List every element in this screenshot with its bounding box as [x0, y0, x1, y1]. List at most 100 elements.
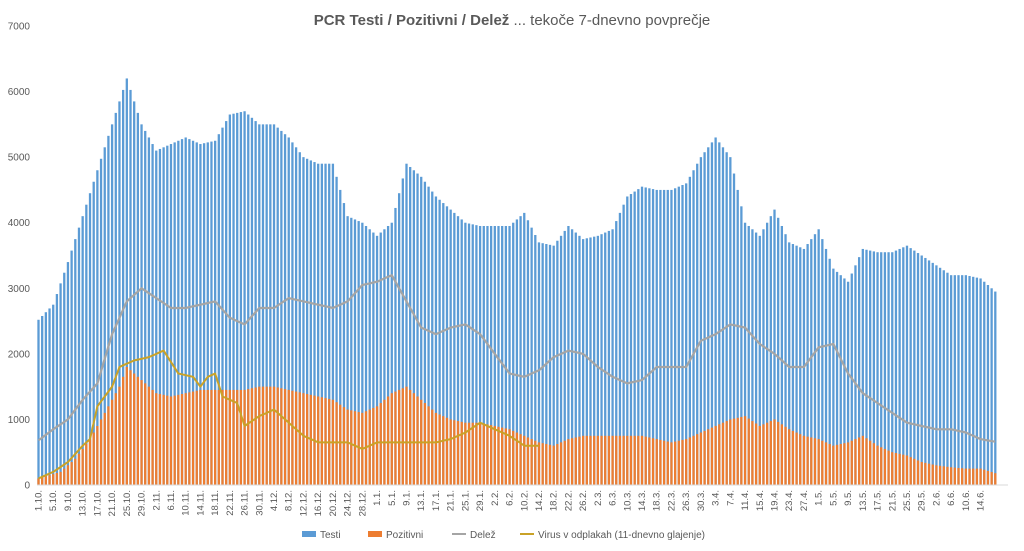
- bar-testi: [692, 170, 695, 485]
- bar-testi: [865, 249, 868, 485]
- bar-pozitivni: [813, 438, 817, 485]
- bar-testi: [894, 250, 898, 485]
- bar-testi: [184, 137, 187, 485]
- bar-testi: [501, 225, 504, 485]
- bar-testi: [699, 157, 703, 485]
- bar-pozitivni: [445, 417, 449, 485]
- bar-testi: [445, 206, 449, 486]
- bar-pozitivni: [810, 437, 813, 485]
- bar-pozitivni: [523, 435, 526, 485]
- bar-pozitivni: [41, 477, 44, 485]
- bar-testi: [747, 225, 750, 485]
- bar-testi: [357, 221, 360, 485]
- bar-pozitivni: [857, 437, 861, 485]
- bar-pozitivni: [618, 435, 622, 485]
- x-tick-label: 14.2.: [534, 490, 545, 511]
- bar-testi: [147, 137, 151, 485]
- bar-testi: [103, 147, 106, 486]
- bar-testi: [651, 189, 655, 485]
- bar-pozitivni: [471, 422, 474, 485]
- bar-pozitivni: [512, 430, 515, 485]
- bar-pozitivni: [648, 437, 651, 485]
- bar-pozitivni: [824, 442, 828, 485]
- y-tick-label: 0: [24, 481, 30, 492]
- bar-pozitivni: [729, 419, 732, 485]
- bar-testi: [368, 229, 371, 485]
- bar-pozitivni: [195, 390, 198, 485]
- bar-testi: [537, 242, 541, 485]
- bar-pozitivni: [368, 409, 371, 485]
- bar-testi: [199, 144, 202, 485]
- bar-pozitivni: [191, 391, 195, 485]
- bar-pozitivni: [832, 445, 835, 485]
- bar-testi: [891, 252, 894, 485]
- bar-testi: [585, 238, 588, 485]
- bar-pozitivni: [232, 389, 235, 485]
- bar-testi: [788, 242, 791, 485]
- bar-testi: [243, 111, 246, 485]
- bar-testi: [824, 248, 828, 485]
- bar-testi: [813, 234, 817, 485]
- bar-pozitivni: [442, 416, 445, 485]
- bar-pozitivni: [548, 444, 552, 485]
- bar-testi: [328, 163, 331, 485]
- bar-testi: [342, 203, 346, 486]
- bar-testi: [486, 225, 489, 485]
- bar-testi: [133, 101, 136, 486]
- bar-testi: [460, 219, 463, 485]
- x-tick-label: 3.4.: [711, 490, 722, 506]
- bar-testi: [596, 235, 600, 485]
- bar-testi: [570, 229, 574, 485]
- bar-pozitivni: [460, 421, 463, 485]
- bar-testi: [225, 121, 228, 485]
- bar-pozitivni: [63, 468, 66, 485]
- bar-testi: [806, 244, 809, 485]
- bar-testi: [578, 235, 581, 485]
- bar-testi: [736, 189, 739, 485]
- bar-pozitivni: [501, 427, 504, 485]
- chart-title: PCR Testi / Pozitivni / Delež ... tekoče…: [314, 12, 711, 29]
- x-tick-label: 5.1.: [387, 490, 398, 506]
- bar-pozitivni: [482, 423, 485, 485]
- bar-testi: [725, 152, 728, 485]
- bar-pozitivni: [184, 393, 187, 485]
- bar-testi: [975, 277, 979, 485]
- bar-testi: [548, 244, 552, 485]
- bar-pozitivni: [236, 389, 239, 485]
- bar-pozitivni: [169, 396, 173, 485]
- bar-testi: [191, 140, 195, 485]
- bar-testi: [611, 229, 614, 485]
- bar-pozitivni: [74, 458, 77, 485]
- x-tick-label: 2.11.: [151, 490, 162, 510]
- bar-testi: [780, 225, 784, 485]
- bar-testi: [228, 114, 232, 486]
- x-tick-label: 2.6.: [931, 490, 942, 506]
- line-series: [37, 274, 996, 480]
- bar-pozitivni: [386, 396, 390, 485]
- bar-testi: [880, 252, 883, 485]
- bar-testi: [949, 275, 953, 485]
- bar-testi: [754, 232, 758, 485]
- bar-pozitivni: [92, 432, 95, 485]
- x-tick-label: 17.1.: [431, 490, 442, 511]
- x-tick-label: 8.12.: [284, 490, 295, 511]
- bar-pozitivni: [66, 465, 70, 485]
- bar-testi: [508, 225, 511, 485]
- bar-testi: [637, 189, 640, 485]
- bar-pozitivni: [52, 474, 55, 485]
- bar-pozitivni: [114, 393, 117, 485]
- bar-testi: [177, 140, 180, 485]
- bar-testi: [409, 166, 412, 485]
- bar-testi: [902, 247, 905, 485]
- x-tick-label: 16.12.: [313, 490, 324, 516]
- bar-pozitivni: [655, 439, 658, 485]
- line-virus: [38, 349, 539, 480]
- bar-testi: [534, 235, 537, 485]
- bar-pozitivni: [629, 435, 633, 485]
- bar-testi: [832, 268, 835, 485]
- bar-pozitivni: [994, 473, 997, 485]
- bar-testi: [202, 143, 206, 485]
- x-tick-label: 21.5.: [887, 490, 898, 511]
- x-tick-label: 6.6.: [946, 490, 957, 506]
- x-tick-label: 13.10.: [78, 490, 89, 516]
